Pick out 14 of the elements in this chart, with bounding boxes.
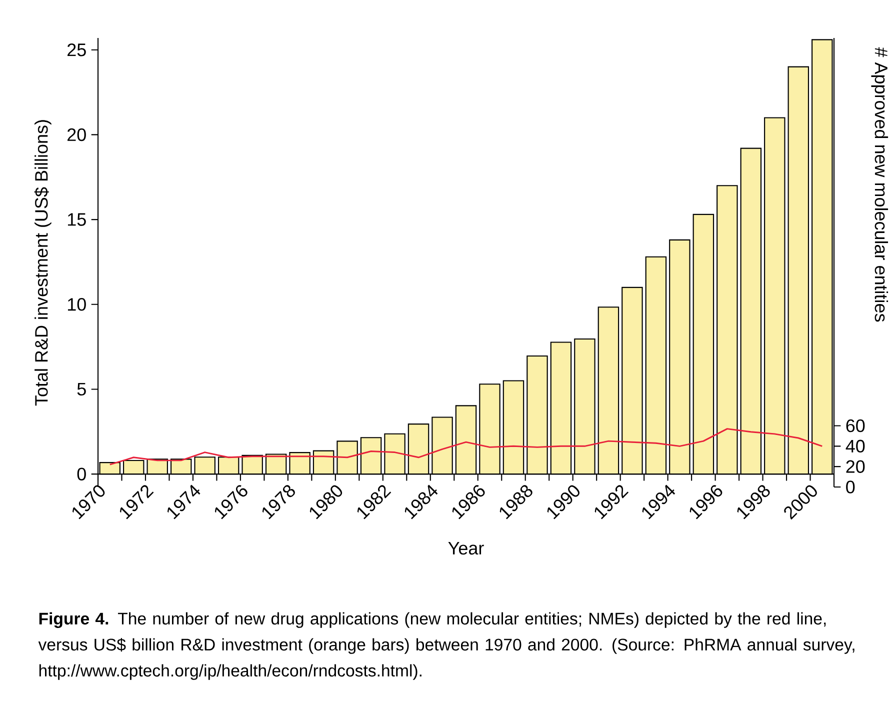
y2-axis-title: # Approved new molecular entities	[871, 47, 888, 322]
y-axis-title: Total R&D investment (US$ Billions)	[34, 120, 52, 406]
y-tick-label: 15	[68, 213, 86, 226]
y2-tick-label: 0	[846, 480, 855, 494]
y-tick-label: 5	[77, 382, 86, 396]
y2-tick-label: 20	[846, 460, 865, 473]
y-tick-label: 0	[77, 468, 86, 480]
y-tick-label: 20	[68, 128, 86, 142]
x-axis-title: Year	[448, 542, 484, 555]
y2-tick-label: 60	[846, 419, 865, 432]
y-tick-label: 25	[68, 43, 86, 56]
y-tick-label: 10	[68, 298, 86, 311]
text: Figure 4. The number of new drug applications (new molecular entities; NMEs) depicted by the red line, versus US$ billion R&D investment (orange bars) between 1970 and 2000. (Source: PhRMA annual survey, http://www.cptech.org/ip/health/econ/rndcosts.html).	[38, 612, 854, 680]
y2-tick-label: 40	[846, 440, 865, 453]
